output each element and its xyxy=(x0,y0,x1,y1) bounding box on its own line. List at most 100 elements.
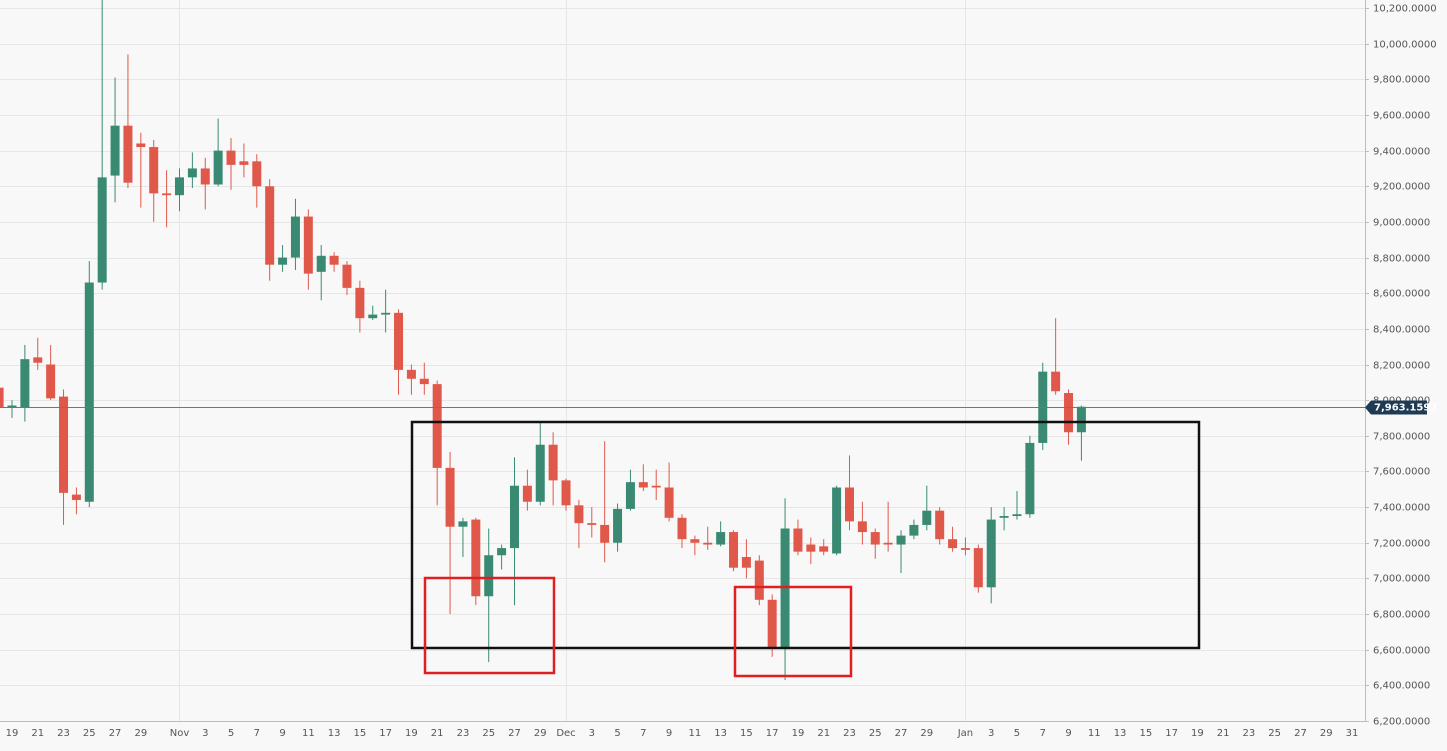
candle-body xyxy=(896,535,906,545)
candle-body xyxy=(458,521,468,527)
x-tick-label: 15 xyxy=(740,728,753,739)
candle-body xyxy=(1012,514,1022,517)
last-price-marker xyxy=(1365,400,1427,415)
x-tick-label: 17 xyxy=(1165,728,1178,739)
candle-body xyxy=(922,510,932,525)
x-tick-label: 3 xyxy=(202,728,208,739)
candle-body xyxy=(664,487,674,518)
x-tick-label: 23 xyxy=(843,728,856,739)
y-tick-label: 8,600.0000 xyxy=(1373,289,1430,300)
x-tick-label: Nov xyxy=(170,728,190,739)
candle-body xyxy=(638,482,648,488)
candle-body xyxy=(484,555,494,597)
y-tick-label: 7,400.0000 xyxy=(1373,503,1430,514)
grid xyxy=(0,0,1365,722)
x-tick-label: 5 xyxy=(1014,728,1020,739)
candle-body xyxy=(20,359,30,408)
x-tick-label: 25 xyxy=(869,728,882,739)
x-tick-label: 25 xyxy=(482,728,495,739)
candle-body xyxy=(651,485,661,488)
candle-body xyxy=(754,560,764,600)
candle-body xyxy=(33,357,43,363)
plot-area xyxy=(0,0,1365,681)
candle-body xyxy=(806,544,816,552)
highlight-box xyxy=(733,585,853,678)
candle-body xyxy=(265,186,275,265)
candle-body xyxy=(883,542,893,545)
candle-body xyxy=(832,487,842,554)
candle-body xyxy=(948,539,958,549)
x-tick-label: 23 xyxy=(1243,728,1256,739)
candle-body xyxy=(252,161,262,187)
candle-body xyxy=(677,517,687,540)
candle-body xyxy=(509,485,519,549)
x-tick-label: 13 xyxy=(714,728,727,739)
candle-body xyxy=(1064,393,1074,433)
x-tick-label: 9 xyxy=(666,728,672,739)
candle-body xyxy=(535,444,545,502)
x-tick-label: 17 xyxy=(766,728,779,739)
candle-body xyxy=(84,282,94,502)
candle-body xyxy=(187,168,197,178)
candle-body xyxy=(419,378,429,385)
x-tick-label: 13 xyxy=(1114,728,1127,739)
x-tick-label: 25 xyxy=(1268,728,1281,739)
candle-body xyxy=(278,257,288,265)
x-tick-label: 19 xyxy=(792,728,805,739)
range-box xyxy=(410,420,1201,650)
y-tick-label: 6,400.0000 xyxy=(1373,681,1430,692)
last-price-label: 7,963.1592 xyxy=(1374,403,1437,414)
x-tick-label: 25 xyxy=(83,728,96,739)
candle-body xyxy=(200,168,210,185)
candle-body xyxy=(123,125,133,183)
candle-body xyxy=(844,487,854,522)
x-tick-label: Dec xyxy=(556,728,575,739)
candle-body xyxy=(857,521,867,533)
x-tick-label: 7 xyxy=(254,728,260,739)
candle-body xyxy=(870,532,880,545)
x-tick-label: 19 xyxy=(1191,728,1204,739)
x-tick-label: 5 xyxy=(614,728,620,739)
y-tick-label: 9,600.0000 xyxy=(1373,111,1430,122)
x-tick-label: Jan xyxy=(957,728,973,739)
x-tick-label: 29 xyxy=(1320,728,1333,739)
drawings xyxy=(410,420,1201,678)
y-tick-label: 6,800.0000 xyxy=(1373,610,1430,621)
axes xyxy=(0,0,1366,722)
candle-body xyxy=(1051,371,1061,392)
y-tick-label: 9,200.0000 xyxy=(1373,182,1430,193)
x-tick-label: 17 xyxy=(379,728,392,739)
x-tick-label: 9 xyxy=(279,728,285,739)
candle-body xyxy=(316,255,326,272)
y-tick-label: 7,800.0000 xyxy=(1373,432,1430,443)
y-tick-label: 9,000.0000 xyxy=(1373,218,1430,229)
x-tick-label: 21 xyxy=(817,728,830,739)
y-tick-label: 8,200.0000 xyxy=(1373,361,1430,372)
x-tick-label: 11 xyxy=(1088,728,1101,739)
x-tick-label: 15 xyxy=(1139,728,1152,739)
candle-body xyxy=(793,528,803,552)
candle-body xyxy=(741,557,751,568)
candle-body xyxy=(368,314,378,319)
x-tick-label: 21 xyxy=(431,728,444,739)
y-tick-label: 10,200.0000 xyxy=(1373,4,1437,15)
x-tick-label: 3 xyxy=(988,728,994,739)
y-tick-label: 8,800.0000 xyxy=(1373,254,1430,265)
candle-body xyxy=(342,264,352,288)
candle-body xyxy=(97,177,107,283)
candle-body xyxy=(329,255,339,265)
y-tick-label: 10,000.0000 xyxy=(1373,40,1437,51)
candle-body xyxy=(213,150,223,185)
candle-body xyxy=(625,482,635,509)
labels: 6,200.0000 6,400.0000 6,600.0000 6,800.0000… xyxy=(6,4,1438,740)
x-tick-label: 13 xyxy=(328,728,341,739)
x-tick-label: 19 xyxy=(6,728,19,739)
y-tick-label: 7,000.0000 xyxy=(1373,574,1430,585)
x-tick-label: 19 xyxy=(405,728,418,739)
candle-body xyxy=(729,532,739,568)
candle-body xyxy=(960,548,970,550)
candle-body xyxy=(703,542,713,545)
